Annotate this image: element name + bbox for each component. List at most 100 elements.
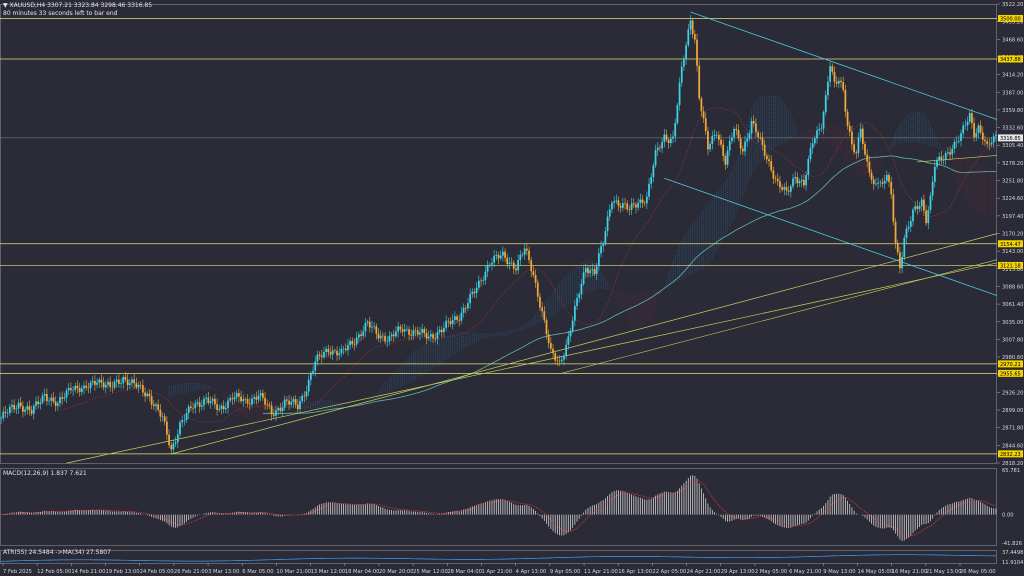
candle-body (453, 316, 456, 320)
candle-body (364, 322, 367, 332)
candle-body (344, 348, 347, 351)
candle-body (576, 298, 578, 306)
candles (0, 15, 997, 455)
candle-body (541, 307, 544, 312)
candle-body (342, 348, 345, 350)
candle-body (299, 401, 301, 410)
candle-body (305, 391, 308, 397)
candle-body (65, 390, 68, 398)
candle-body (818, 128, 821, 131)
candle-body (477, 280, 480, 288)
candle-body (275, 410, 277, 416)
candle-body (687, 29, 690, 46)
candle-body (896, 242, 899, 253)
candle-body (70, 388, 72, 391)
candle-body (120, 383, 122, 384)
candle-body (691, 20, 694, 35)
candle-body (469, 293, 472, 304)
candle-body (979, 125, 982, 133)
price-tick-label: 3224.60 (1002, 196, 1023, 202)
candle-body (859, 128, 862, 138)
candle-body (992, 136, 995, 143)
candle-body (43, 394, 46, 396)
candle-body (264, 397, 266, 405)
candle-body (676, 105, 679, 123)
candle-body (829, 66, 831, 82)
candle-body (728, 140, 731, 151)
candle-body (643, 202, 646, 204)
candle-body (870, 172, 873, 180)
candle-body (48, 400, 50, 402)
price-tick-label: 3305.40 (1002, 143, 1023, 149)
candle-body (59, 397, 61, 404)
candle-body (294, 399, 297, 405)
candle-body (704, 118, 707, 132)
bar-countdown: 80 minutes 33 seconds left to bar end (3, 10, 118, 17)
candle-body (475, 287, 478, 294)
time-tick-label: 25 Mar 12:00 (413, 569, 448, 575)
candle-body (338, 353, 341, 356)
candle-body (515, 268, 517, 271)
candle-body (881, 182, 884, 184)
price-tick-label: 3414.20 (1002, 73, 1023, 79)
candle-body (794, 177, 797, 179)
channel-upper-line (690, 11, 998, 120)
candle-body (414, 330, 417, 332)
candle-body (24, 409, 26, 412)
candle-body (521, 254, 524, 256)
candle-body (91, 380, 94, 383)
time-tick-label: 9 May 13:00 (823, 569, 855, 575)
candle-body (796, 177, 799, 184)
candle-body (248, 403, 251, 405)
candle-body (471, 291, 474, 294)
candle-body (741, 148, 744, 152)
candle-body (198, 402, 201, 407)
candle-body (914, 206, 917, 210)
price-tick-label: 2871.80 (1002, 426, 1023, 432)
candle-body (94, 380, 96, 385)
candle-body (781, 187, 783, 190)
candle-body (286, 399, 288, 401)
candle-body (621, 203, 624, 208)
price-tick-label: 3359.80 (1002, 108, 1023, 114)
candle-body (899, 252, 901, 269)
candle-body (220, 405, 223, 409)
candle-body (696, 39, 698, 66)
level-price-box (998, 261, 1023, 269)
candle-body (602, 243, 605, 247)
price-tick-label: 3495.20 (1002, 20, 1023, 26)
candle-body (163, 416, 166, 422)
candle-body (176, 434, 179, 443)
candle-body (560, 359, 563, 361)
candle-body (901, 257, 903, 269)
candle-body (168, 434, 170, 446)
candle-body (711, 135, 714, 144)
candle-body (382, 335, 384, 337)
candle-body (74, 385, 77, 390)
candle-body (331, 350, 334, 355)
candle-body (717, 134, 720, 140)
time-tick-label: 28 Mar 04:00 (447, 569, 482, 575)
candle-body (803, 179, 805, 186)
candle-body (491, 262, 493, 265)
candle-body (894, 221, 897, 243)
level-price-box (998, 240, 1023, 248)
candle-body (19, 402, 22, 407)
time-tick-label: 14 May 05:00 (857, 569, 893, 575)
candle-body (152, 404, 155, 407)
candle-body (759, 137, 762, 138)
candle-body (683, 59, 685, 67)
candle-body (816, 130, 818, 139)
candle-body (2, 411, 5, 419)
candle-body (589, 270, 592, 274)
candle-body (685, 45, 687, 60)
symbol-header: ▼ XAUUSD,H4 3307.21 3323.84 3298.46 3316… (3, 2, 153, 9)
candle-body (855, 152, 858, 154)
level-price-label: 3500.00 (1000, 16, 1021, 22)
candle-body (133, 379, 136, 384)
candle-body (473, 291, 476, 294)
candle-body (973, 123, 975, 138)
candle-body (770, 161, 773, 171)
candle-body (715, 134, 718, 136)
